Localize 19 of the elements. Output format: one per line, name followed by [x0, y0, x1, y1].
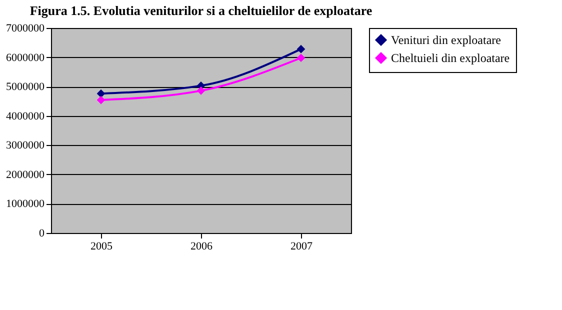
y-tick-label: 2000000	[6, 168, 45, 181]
y-tick-label: 4000000	[6, 110, 45, 122]
y-tick-label: 0	[39, 228, 45, 240]
point	[96, 96, 106, 104]
x-tick-label: 2007	[290, 240, 313, 252]
y-tick-label: 3000000	[6, 140, 45, 152]
y-tick-label: 6000000	[6, 52, 45, 64]
y-tick-label: 1000000	[6, 198, 45, 210]
y-tick-label: 5000000	[6, 81, 45, 94]
point	[296, 44, 306, 54]
y-tick-label: 7000000	[6, 22, 45, 34]
x-tick-label: 2006	[190, 240, 213, 252]
point	[296, 54, 306, 62]
x-tick-label: 2005	[90, 240, 113, 252]
chart-title: Figura 1.5. Evolutia veniturilor si a cheltuielilor de exploatare	[30, 3, 372, 18]
point	[196, 86, 206, 95]
legend-label: Venituri din exploatare	[391, 33, 501, 47]
point	[96, 89, 106, 98]
legend-label: Cheltuieli din exploatare	[391, 51, 510, 65]
